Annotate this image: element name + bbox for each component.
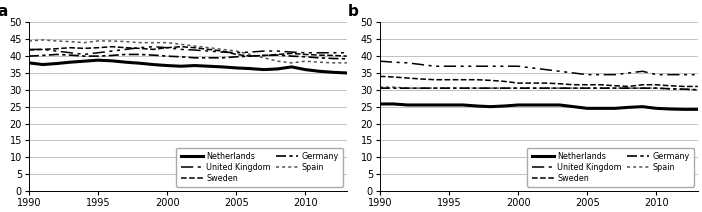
Text: a: a	[0, 4, 8, 19]
Legend: Netherlands, United Kingdom, Sweden, Germany, Spain: Netherlands, United Kingdom, Sweden, Ger…	[176, 148, 343, 187]
Text: b: b	[348, 4, 359, 19]
Legend: Netherlands, United Kingdom, Sweden, Germany, Spain: Netherlands, United Kingdom, Sweden, Ger…	[527, 148, 694, 187]
